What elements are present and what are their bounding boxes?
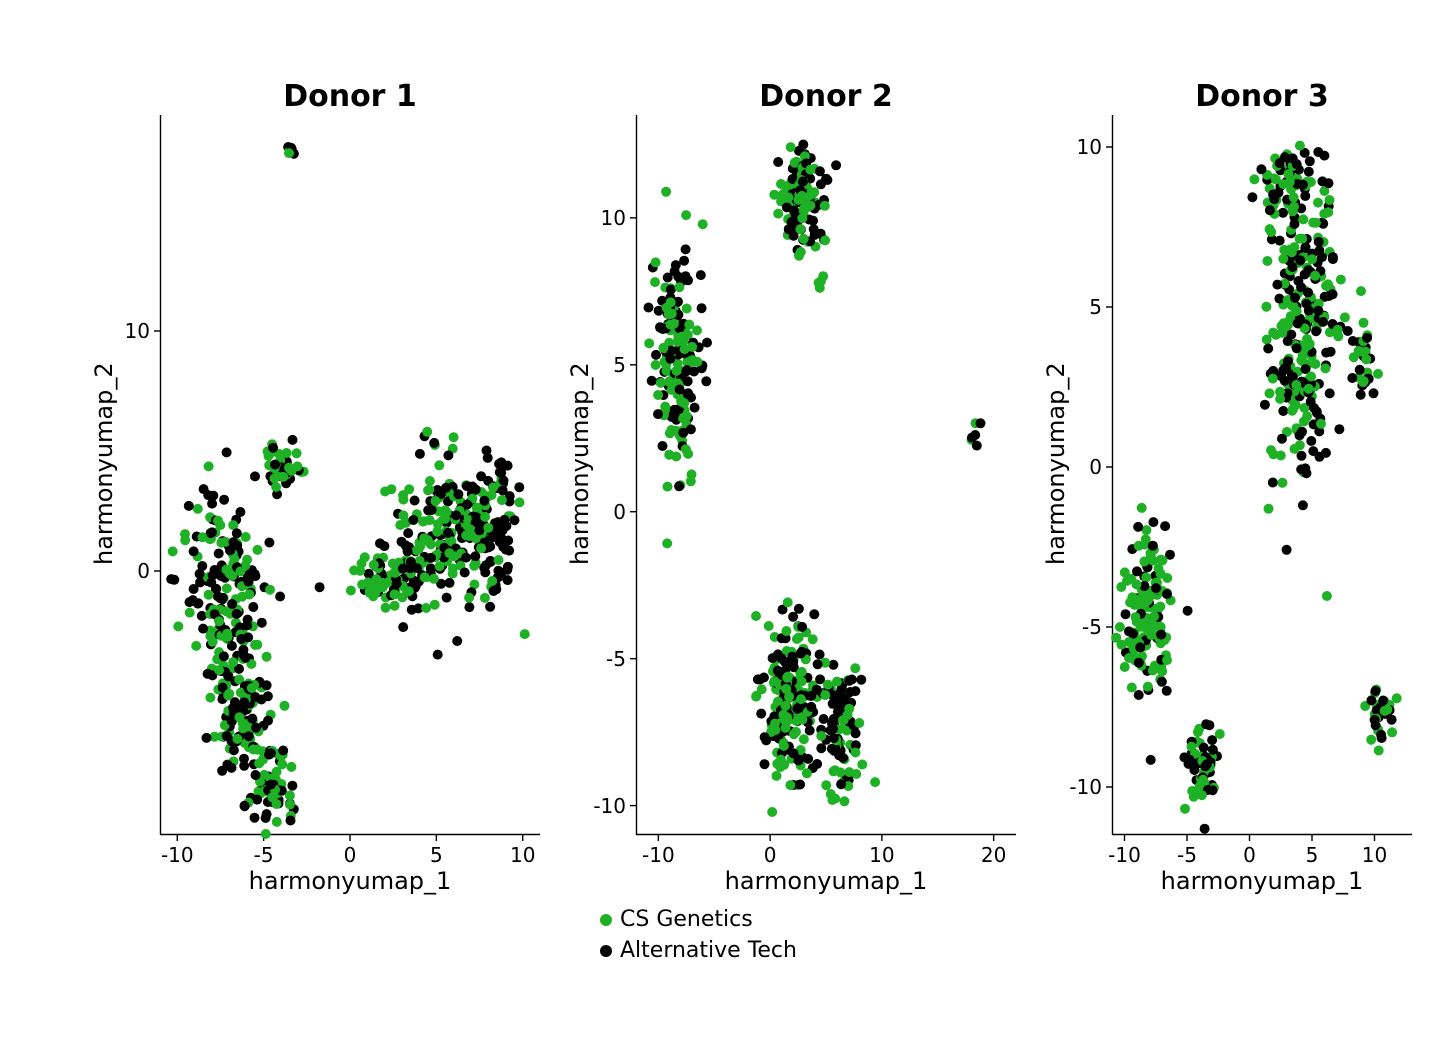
- x-tick-label: 10: [1350, 843, 1400, 867]
- y-axis-label: harmonyumap_2: [1042, 362, 1070, 565]
- legend-item: CS Genetics: [600, 905, 797, 936]
- legend-label: CS Genetics: [620, 905, 753, 936]
- panel-title: Donor 2: [636, 79, 1016, 114]
- x-axis-label: harmonyumap_1: [160, 867, 540, 895]
- plot-area: [160, 115, 540, 835]
- legend-item: Alternative Tech: [600, 936, 797, 967]
- y-tick-label: -10: [578, 794, 626, 818]
- y-tick-label: 10: [1054, 135, 1102, 159]
- x-axis-label: harmonyumap_1: [1112, 867, 1412, 895]
- y-tick-label: -5: [1054, 615, 1102, 639]
- x-tick-label: 0: [745, 843, 795, 867]
- umap-figure: Donor 1-10-50510010harmonyumap_1harmonyu…: [0, 0, 1456, 1063]
- x-tick-label: 10: [857, 843, 907, 867]
- plot-area: [636, 115, 1016, 835]
- legend: CS GeneticsAlternative Tech: [600, 905, 797, 967]
- legend-label: Alternative Tech: [620, 936, 797, 967]
- y-axis-label: harmonyumap_2: [566, 362, 594, 565]
- y-tick-label: 10: [102, 319, 150, 343]
- scatter-panel: Donor 2-1001020-10-50510harmonyumap_1har…: [636, 115, 1016, 835]
- scatter-panel: Donor 3-10-50510-10-50510harmonyumap_1ha…: [1112, 115, 1412, 835]
- y-tick-label: 10: [578, 206, 626, 230]
- legend-swatch-icon: [600, 914, 612, 926]
- x-tick-label: -5: [1162, 843, 1212, 867]
- panel-title: Donor 1: [160, 79, 540, 114]
- x-tick-label: -10: [152, 843, 202, 867]
- x-tick-label: -10: [1100, 843, 1150, 867]
- x-axis-label: harmonyumap_1: [636, 867, 1016, 895]
- y-tick-label: 5: [1054, 295, 1102, 319]
- y-axis-label: harmonyumap_2: [90, 362, 118, 565]
- panel-title: Donor 3: [1112, 79, 1412, 114]
- x-tick-label: 5: [1287, 843, 1337, 867]
- x-tick-label: 5: [411, 843, 461, 867]
- plot-area: [1112, 115, 1412, 835]
- y-tick-label: -10: [1054, 775, 1102, 799]
- x-tick-label: -10: [633, 843, 683, 867]
- x-tick-label: 10: [498, 843, 548, 867]
- x-tick-label: 20: [969, 843, 1019, 867]
- x-tick-label: 0: [325, 843, 375, 867]
- x-tick-label: -5: [239, 843, 289, 867]
- scatter-panel: Donor 1-10-50510010harmonyumap_1harmonyu…: [160, 115, 540, 835]
- x-tick-label: 0: [1225, 843, 1275, 867]
- legend-swatch-icon: [600, 945, 612, 957]
- y-tick-label: -5: [578, 647, 626, 671]
